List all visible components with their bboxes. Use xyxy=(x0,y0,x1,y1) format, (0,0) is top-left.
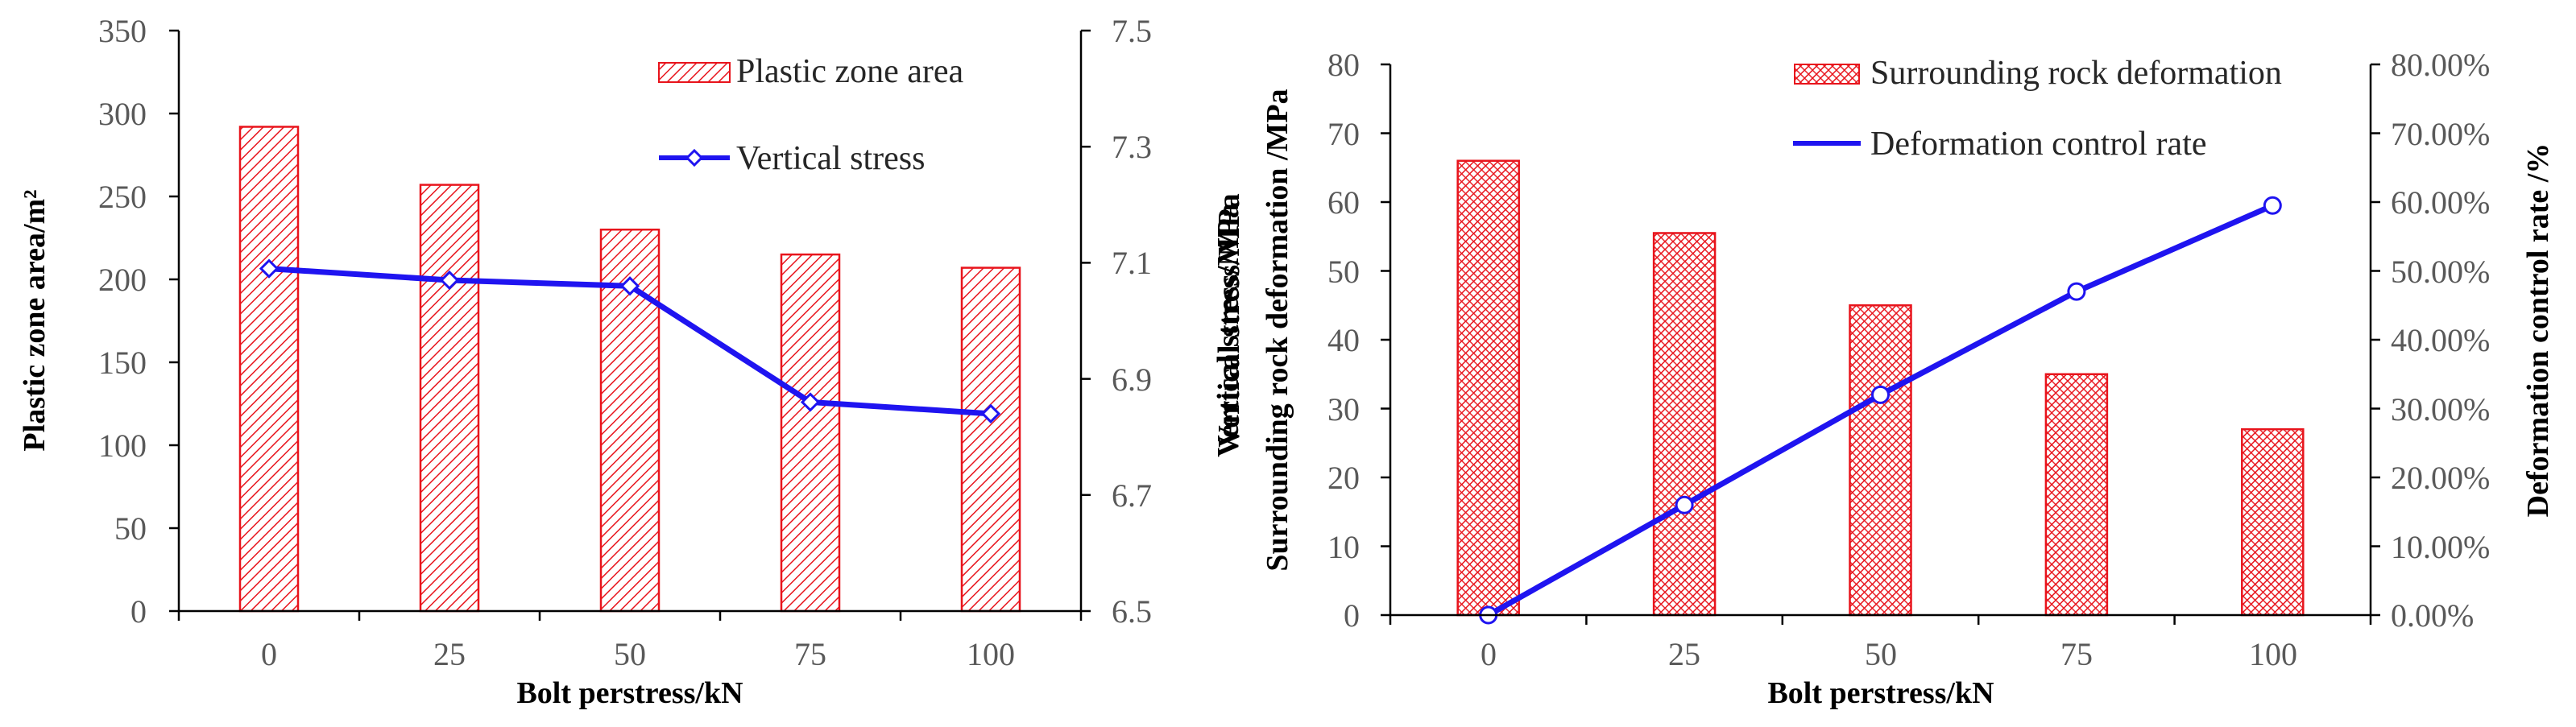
series-marker xyxy=(2067,282,2086,301)
chart-1-legend-line-label: Vertical stress xyxy=(736,140,925,177)
chart-1-axis-ticks xyxy=(169,29,1091,621)
bar xyxy=(238,126,300,613)
chart-1-y-tick-label: 300 xyxy=(98,96,147,132)
chart-1-x-tick-label: 0 xyxy=(261,636,277,672)
chart-2-y-tick-label: 70 xyxy=(1327,116,1360,152)
chart-1-x-axis-title: Bolt perstress/kN xyxy=(516,676,743,710)
chart-1-y2-tick-label: 6.5 xyxy=(1112,593,1152,630)
bar xyxy=(1652,232,1717,617)
chart-2-axis-ticks xyxy=(1381,63,2380,625)
chart-1-y-tick-label: 200 xyxy=(98,262,147,298)
series-marker xyxy=(2263,196,2282,215)
chart-1-bars xyxy=(238,126,1021,613)
chart-2-y-tick-label: 0 xyxy=(1344,597,1360,634)
chart-2-y-tick-label: 10 xyxy=(1327,529,1360,565)
series-marker xyxy=(259,258,280,279)
chart-1-legend-line-marker xyxy=(685,148,704,167)
chart-1-legend-bar-label: Plastic zone area xyxy=(736,53,964,90)
chart-1-y2-axis-title: Vertical stress/MPa xyxy=(1212,193,1246,448)
chart-2-y2-axis-title: Deformation control rate /% xyxy=(2521,143,2555,518)
bar xyxy=(419,184,480,613)
chart-1-legend: Plastic zone area Vertical stress xyxy=(658,53,964,177)
chart-1-y-axis-title: Plastic zone area/m² xyxy=(18,189,52,451)
bar xyxy=(1456,159,1520,617)
bar xyxy=(1849,304,1912,617)
chart-2-x-tick-label: 25 xyxy=(1668,636,1700,672)
chart-2-y-tick-label: 20 xyxy=(1327,460,1360,496)
bar xyxy=(960,266,1021,613)
chart-2: 0 25 50 75 100 0 10 20 30 40 50 60 70 80… xyxy=(1211,47,2555,710)
chart-1-markers xyxy=(259,258,1001,423)
chart-2-y-tick-label: 80 xyxy=(1327,47,1360,83)
chart-1-y-tick-label: 0 xyxy=(130,593,147,630)
chart-2-y-tick-label: 40 xyxy=(1327,322,1360,358)
chart-1-y2-tick-label: 6.7 xyxy=(1112,477,1152,514)
chart-1-y-tick-label: 150 xyxy=(98,345,147,381)
bar xyxy=(2241,428,2305,617)
chart-2-bars xyxy=(1456,159,2305,617)
chart-2-x-tick-label: 75 xyxy=(2060,636,2093,672)
series-marker xyxy=(439,270,460,291)
chart-2-legend-line-label: Deformation control rate xyxy=(1870,126,2207,163)
chart-1: 0 25 50 75 100 0 50 100 150 200 250 300 … xyxy=(18,13,1246,710)
chart-1-x-tick-labels: 0 25 50 75 100 xyxy=(261,636,1015,672)
chart-1-x-tick-label: 50 xyxy=(614,636,646,672)
chart-2-x-tick-label: 0 xyxy=(1481,636,1497,672)
chart-2-legend: Surrounding rock deformation Deformation… xyxy=(1793,55,2282,163)
chart-2-y2-tick-label: 20.00% xyxy=(2391,460,2490,496)
chart-1-x-tick-label: 25 xyxy=(433,636,466,672)
series-marker xyxy=(800,392,821,412)
chart-2-y2-tick-label: 30.00% xyxy=(2391,391,2490,428)
chart-2-y2-tick-label: 0.00% xyxy=(2391,597,2474,634)
chart-2-y2-tick-label: 40.00% xyxy=(2391,322,2490,358)
chart-1-legend-bar-swatch xyxy=(658,62,731,83)
bar xyxy=(2044,373,2109,617)
chart-2-x-tick-labels: 0 25 50 75 100 xyxy=(1481,636,2297,672)
chart-2-x-tick-label: 100 xyxy=(2249,636,2297,672)
chart-1-y-tick-label: 250 xyxy=(98,179,147,215)
chart-2-x-tick-label: 50 xyxy=(1865,636,1897,672)
chart-1-x-tick-label: 100 xyxy=(967,636,1015,672)
chart-1-y2-tick-label: 7.1 xyxy=(1112,245,1152,281)
chart-1-x-tick-label: 75 xyxy=(794,636,826,672)
chart-2-y-tick-label: 50 xyxy=(1327,254,1360,290)
chart-2-y2-tick-label: 10.00% xyxy=(2391,529,2490,565)
chart-2-x-axis-title: Bolt perstress/kN xyxy=(1767,676,1994,710)
chart-1-y-tick-labels: 0 50 100 150 200 250 300 350 xyxy=(98,13,147,630)
chart-1-y2-tick-label: 6.9 xyxy=(1112,361,1152,398)
chart-1-y2-tick-labels: 6.5 6.7 6.9 7.1 7.3 7.5 xyxy=(1112,13,1152,630)
chart-2-y2-tick-labels: 0.00% 10.00% 20.00% 30.00% 40.00% 50.00%… xyxy=(2391,47,2490,634)
chart-2-y-tick-labels: 0 10 20 30 40 50 60 70 80 xyxy=(1327,47,1360,634)
chart-1-y-tick-label: 100 xyxy=(98,428,147,464)
chart-2-y2-tick-label: 80.00% xyxy=(2391,47,2490,83)
chart-2-y-axis-title: Surrounding rock deformation /MPa xyxy=(1261,89,1294,571)
chart-1-y2-tick-label: 7.3 xyxy=(1112,129,1152,165)
chart-2-legend-bar-label: Surrounding rock deformation xyxy=(1870,55,2282,92)
chart-1-y-tick-label: 350 xyxy=(98,13,147,49)
chart-2-y2-tick-label: 60.00% xyxy=(2391,184,2490,221)
bar xyxy=(780,253,841,613)
series-marker xyxy=(619,276,640,296)
series-marker xyxy=(980,403,1001,423)
chart-2-y-tick-label: 30 xyxy=(1327,391,1360,428)
chart-2-y2-tick-label: 70.00% xyxy=(2391,116,2490,152)
series-marker xyxy=(1675,495,1694,514)
chart-2-y2-tick-label: 50.00% xyxy=(2391,254,2490,290)
chart-2-legend-bar-swatch xyxy=(1794,64,1860,85)
chart-1-y-tick-label: 50 xyxy=(114,510,147,547)
chart-1-y2-tick-label: 7.5 xyxy=(1112,13,1152,49)
chart-2-y-axis-title-outer: Vertical stress/MPa xyxy=(1211,203,1245,457)
chart-2-y-tick-label: 60 xyxy=(1327,184,1360,221)
series-marker xyxy=(1871,385,1890,404)
